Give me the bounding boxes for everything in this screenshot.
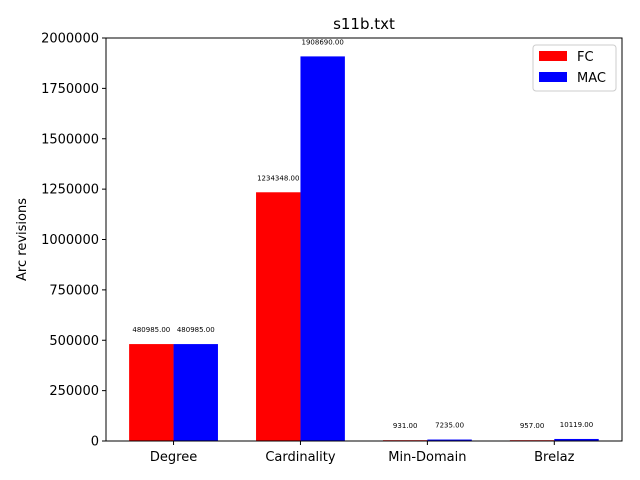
data-label-fc-brelaz: 957.00 [520, 422, 545, 430]
bar-fc-cardinality [256, 192, 301, 441]
y-tick-label: 250000 [49, 384, 99, 399]
y-tick-label: 500000 [49, 334, 99, 349]
data-label-mac-min-domain: 7235.00 [435, 422, 464, 430]
x-tick-label-cardinality: Cardinality [265, 450, 336, 465]
bar-group [129, 56, 599, 442]
y-tick-label: 0 [91, 435, 99, 450]
legend-label-mac: MAC [577, 71, 606, 86]
y-tick-label: 1750000 [41, 82, 99, 97]
legend-swatch-fc [539, 51, 567, 61]
legend-swatch-mac [539, 72, 567, 82]
chart-title: s11b.txt [333, 15, 395, 33]
data-label-group: 480985.00 480985.00 1234348.00 1908690.00 93… [132, 38, 593, 430]
data-label-mac-degree: 480985.00 [177, 326, 215, 334]
legend: FC MAC [532, 44, 617, 92]
x-tick-label-degree: Degree [150, 450, 197, 465]
bar-mac-min-domain [427, 439, 472, 441]
data-label-fc-min-domain: 931.00 [393, 422, 418, 430]
y-tick-label: 2000000 [41, 32, 99, 47]
bar-mac-degree [173, 344, 218, 441]
bar-mac-cardinality [300, 56, 345, 442]
x-tick-label-min-domain: Min-Domain [388, 450, 466, 465]
y-tick-label: 750000 [49, 283, 99, 298]
y-tick-label: 1500000 [41, 132, 99, 147]
legend-label-fc: FC [577, 50, 594, 65]
y-axis-label: Arc revisions [15, 198, 30, 281]
y-tick-label: 1250000 [41, 183, 99, 198]
data-label-mac-brelaz: 10119.00 [560, 421, 593, 429]
data-label-fc-cardinality: 1234348.00 [257, 174, 299, 182]
data-label-fc-degree: 480985.00 [132, 326, 170, 334]
x-tick-label-brelaz: Brelaz [534, 450, 575, 465]
bar-fc-degree [129, 344, 174, 441]
y-tick-label: 1000000 [41, 233, 99, 248]
y-axis: 0 250000 500000 750000 1000000 1250000 1500000… [41, 32, 106, 450]
x-axis: Degree Cardinality Min-Domain Brelaz [150, 441, 575, 465]
bar-mac-brelaz [554, 438, 599, 441]
data-label-mac-cardinality: 1908690.00 [302, 38, 344, 46]
